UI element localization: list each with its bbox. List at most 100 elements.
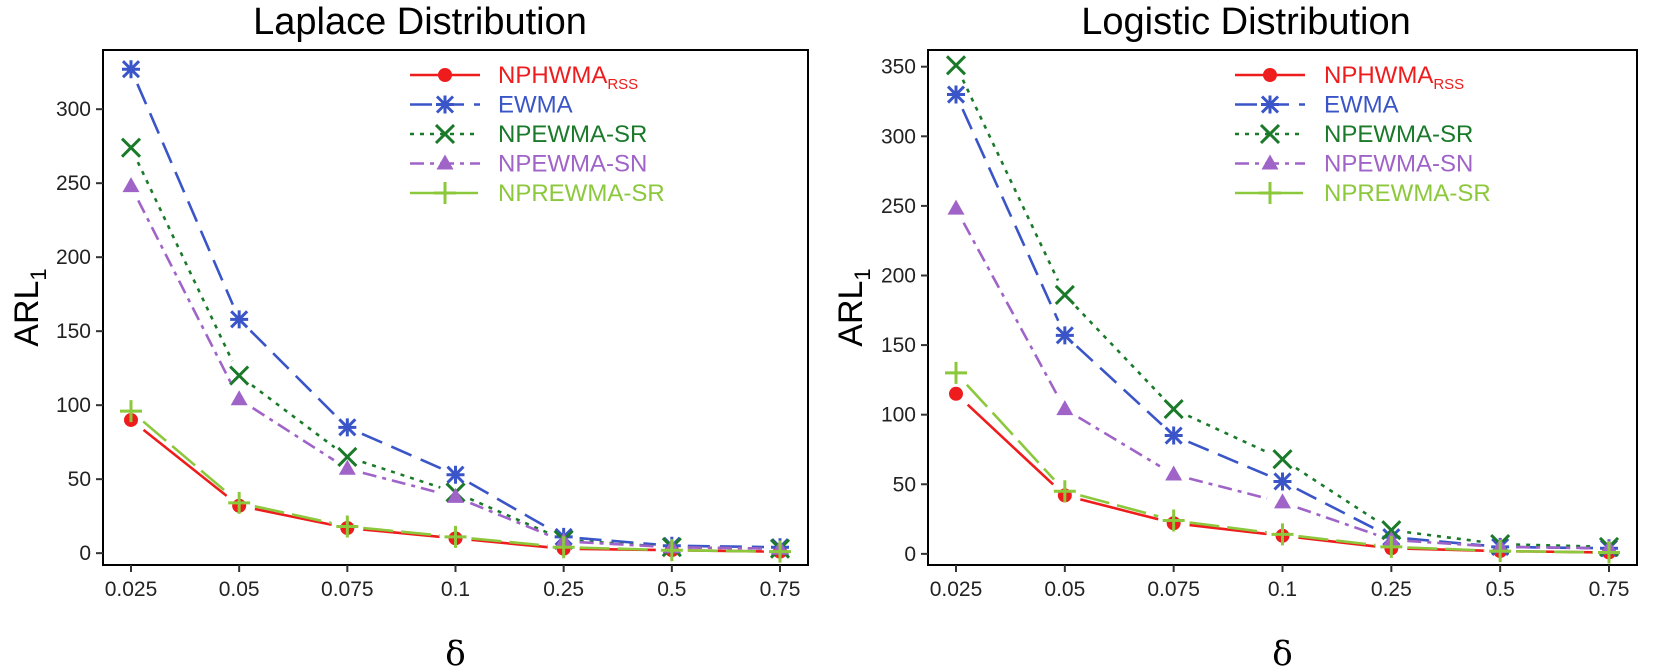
series-line-segment	[1516, 549, 1594, 554]
legend-marker	[435, 95, 455, 114]
y-tick-label: 300	[881, 125, 916, 148]
x-tick-label: 0.025	[105, 578, 158, 601]
y-axis-label-main: ARL	[8, 281, 46, 347]
data-point	[946, 85, 966, 104]
y-axis-label: ARL1	[8, 268, 51, 346]
series-line-segment	[1297, 506, 1377, 536]
series-line-segment	[1296, 487, 1378, 532]
series-line-segment	[579, 536, 656, 546]
data-point	[660, 539, 683, 562]
y-tick-label: 250	[56, 172, 91, 195]
data-point	[1055, 326, 1074, 345]
legend-label: NPHWMARSS	[498, 62, 638, 93]
data-point	[945, 55, 967, 76]
legend-label: EWMA	[498, 92, 573, 119]
legend-label: NPEWMA-SR	[1324, 121, 1473, 148]
data-point	[446, 465, 465, 484]
legend-label-sub: RSS	[1433, 76, 1464, 93]
series-npewma-sr	[120, 137, 791, 559]
series-npewma-sn	[947, 199, 1618, 555]
series-line-segment	[579, 546, 656, 552]
y-tick-label: 50	[68, 468, 91, 491]
series-line-segment	[254, 504, 332, 525]
legend-label: NPREWMA-SR	[1324, 180, 1491, 207]
series-line-segment	[142, 428, 228, 497]
legend-label-main: NPHWMA	[1324, 62, 1433, 89]
series-line-segment	[965, 383, 1055, 481]
series-npewma-sn	[122, 177, 789, 555]
x-axis-label: δ	[1272, 634, 1292, 672]
series-line-segment	[1298, 536, 1376, 548]
series-line-segment	[1189, 523, 1267, 536]
series-ewma	[121, 60, 790, 557]
y-axis-label-main: ARL	[832, 281, 870, 347]
data-point	[228, 491, 251, 514]
y-axis-label-sub: 1	[26, 268, 51, 280]
x-tick-label: 0.25	[1371, 578, 1412, 601]
series-line-segment	[1295, 466, 1379, 523]
y-tick-label: 0	[79, 542, 91, 565]
series-ewma	[946, 85, 1619, 558]
series-line-segment	[251, 384, 336, 449]
series-line-segment	[1189, 521, 1267, 534]
x-axis-label: δ	[445, 634, 465, 672]
x-tick-label: 0.1	[441, 578, 470, 601]
data-point	[1274, 493, 1291, 509]
legend-label: NPHWMARSS	[1324, 62, 1464, 93]
data-point	[337, 446, 358, 468]
legend-label-main: EWMA	[498, 92, 573, 119]
legend-label-main: NPEWMA-SN	[1324, 151, 1473, 178]
data-point	[1165, 465, 1183, 481]
series-line-segment	[361, 432, 442, 470]
y-tick-label: 300	[56, 98, 91, 121]
series-line-segment	[687, 546, 765, 550]
series-line-segment	[1407, 530, 1485, 544]
legend-marker	[1259, 182, 1281, 204]
data-point	[552, 536, 575, 559]
series-line-segment	[1407, 546, 1485, 552]
x-tick-label: 0.1	[1268, 578, 1297, 601]
x-tick-label: 0.25	[543, 578, 584, 601]
data-point	[1056, 400, 1074, 416]
legend-label-main: NPREWMA-SR	[498, 180, 665, 207]
data-point	[1273, 472, 1292, 491]
legend-label-sub: RSS	[607, 76, 638, 93]
series-line-segment	[1298, 534, 1376, 547]
y-tick-label: 100	[56, 394, 91, 417]
data-point	[1381, 520, 1402, 541]
chart-title: Laplace Distribution	[253, 1, 587, 43]
series-line-segment	[1516, 545, 1594, 550]
series-line-segment	[254, 507, 332, 527]
x-tick-label: 0.075	[321, 578, 374, 601]
series-line-segment	[1077, 416, 1161, 468]
y-tick-label: 250	[881, 195, 916, 218]
series-line-segment	[471, 538, 548, 549]
legend-marker	[436, 154, 454, 170]
data-point	[1272, 449, 1293, 470]
x-tick-label: 0.75	[760, 578, 801, 601]
x-tick-label: 0.05	[219, 578, 260, 601]
x-tick-label: 0.5	[657, 578, 686, 601]
y-tick-label: 200	[881, 264, 916, 287]
series-line-segment	[1080, 498, 1159, 521]
data-point	[120, 400, 142, 423]
legend-label-main: NPEWMA-SR	[498, 121, 647, 148]
series-line-segment	[142, 420, 228, 494]
series-line-segment	[469, 497, 550, 535]
legend-label: NPEWMA-SN	[1324, 151, 1473, 178]
series-line-segment	[1079, 494, 1159, 518]
data-point	[230, 310, 249, 329]
series-nprewma-sr	[945, 361, 1620, 564]
chart-panel-2: Logistic Distribution 0 50 100 150 200 250 300 3…	[832, 1, 1638, 672]
data-point	[229, 365, 250, 386]
data-point	[338, 459, 356, 475]
legend-label: NPEWMA-SN	[498, 151, 647, 178]
legend-label-main: NPEWMA-SR	[1324, 121, 1473, 148]
legend-label-main: NPREWMA-SR	[1324, 180, 1491, 207]
data-point	[1489, 540, 1512, 563]
data-point	[121, 60, 141, 79]
series-line-segment	[136, 83, 235, 306]
data-point	[1164, 426, 1183, 445]
data-point	[947, 199, 965, 215]
